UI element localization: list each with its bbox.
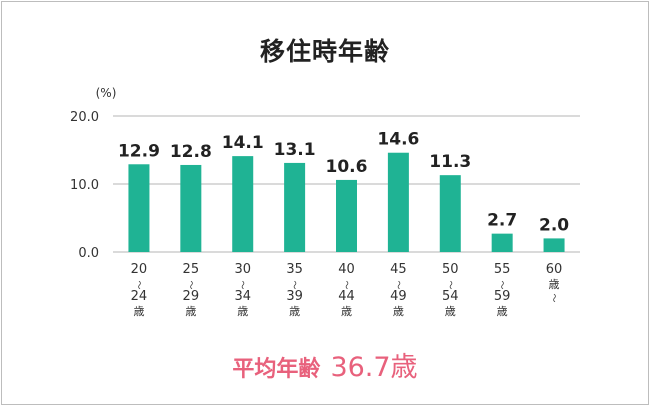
x-tick-label: 〜 <box>341 280 351 289</box>
x-tick-label: 歳 <box>185 305 196 318</box>
x-tick-label: 歳 <box>549 278 560 291</box>
x-tick-label: 歳 <box>237 305 248 318</box>
x-tick-label: 49 <box>390 289 407 304</box>
x-tick-label: 25 <box>183 262 200 277</box>
x-tick-label: 39 <box>286 289 303 304</box>
bar-value-label: 14.1 <box>222 133 264 153</box>
bar-value-label: 13.1 <box>274 140 316 160</box>
x-tick-label: 〜 <box>444 280 454 289</box>
bar <box>128 164 150 252</box>
average-age-value: 36.7歳 <box>330 352 418 383</box>
bar <box>387 152 409 252</box>
x-tick-label: 50 <box>442 262 459 277</box>
bar-value-label: 14.6 <box>377 130 419 150</box>
x-tick-label: 〜 <box>237 280 247 289</box>
bar-value-label: 2.0 <box>539 215 569 235</box>
x-tick-label: 歳 <box>445 305 456 318</box>
bar <box>232 156 254 252</box>
bar <box>336 179 357 252</box>
y-tick-label: 0.0 <box>78 246 99 261</box>
average-age: 平均年齢 36.7歳 <box>2 345 648 384</box>
x-tick-label: 歳 <box>341 305 352 318</box>
bar <box>284 162 306 252</box>
x-tick-label: 59 <box>494 289 511 304</box>
bar <box>180 164 202 252</box>
x-tick-label: 24 <box>131 289 148 304</box>
y-tick-label: 20.0 <box>70 110 99 125</box>
bar-value-label: 2.7 <box>487 211 517 231</box>
x-tick-label: 〜 <box>392 280 402 289</box>
x-tick-label: 歳 <box>497 305 508 318</box>
x-tick-label: 34 <box>234 289 251 304</box>
x-tick-label: 30 <box>234 262 251 277</box>
bar-value-label: 10.6 <box>326 157 368 177</box>
x-tick-label: 〜 <box>496 280 506 289</box>
x-tick-label: 〜 <box>185 280 195 289</box>
x-tick-label: 歳 <box>133 305 144 318</box>
x-tick-label: 55 <box>494 262 511 277</box>
x-tick-label: 歳 <box>289 305 300 318</box>
x-tick-label: 20 <box>131 262 148 277</box>
x-tick-label: 60 <box>546 262 563 277</box>
bar <box>439 175 461 252</box>
y-tick-label: 10.0 <box>70 178 99 193</box>
chart-title: 移住時年齢 <box>259 37 390 66</box>
x-tick-label: 〜 <box>133 280 143 289</box>
x-tick-label: 54 <box>442 289 459 304</box>
x-tick-label: 40 <box>338 262 355 277</box>
x-tick-label: 44 <box>338 289 355 304</box>
x-tick-label: 歳 <box>393 305 404 318</box>
bar <box>543 238 565 252</box>
x-tick-label: 〜 <box>289 280 299 289</box>
average-age-label: 平均年齢 <box>232 357 321 382</box>
x-tick-label: 29 <box>183 289 200 304</box>
x-tick-label: 45 <box>390 262 407 277</box>
bar-value-label: 11.3 <box>429 152 471 172</box>
y-unit-label: (%) <box>96 86 117 100</box>
x-tick-label: 〜 <box>548 293 558 302</box>
bar-value-label: 12.9 <box>118 141 160 161</box>
bar-value-label: 12.8 <box>170 142 212 162</box>
x-tick-label: 35 <box>286 262 303 277</box>
bar <box>491 233 513 252</box>
